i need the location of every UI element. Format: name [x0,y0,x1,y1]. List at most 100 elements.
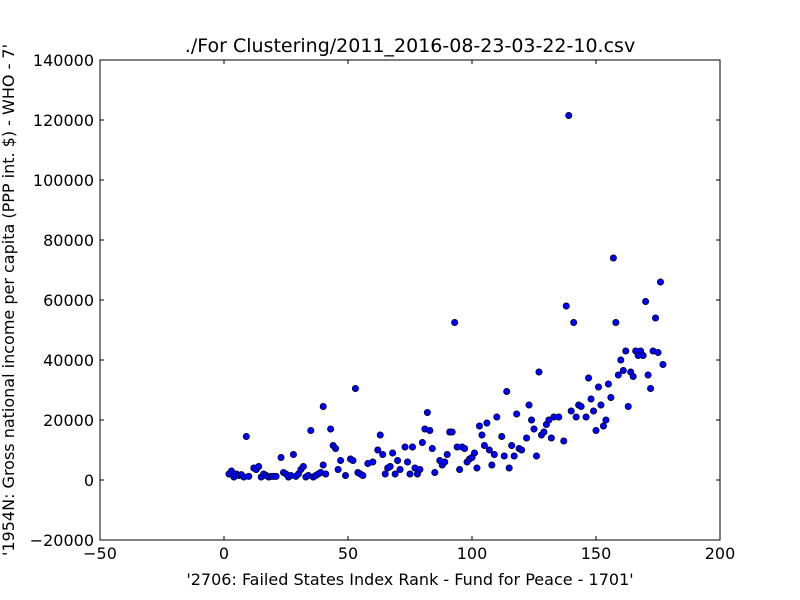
data-point [431,468,439,476]
x-tick-label: 100 [457,544,488,563]
data-point [374,446,382,454]
data-point [394,456,402,464]
data-point [334,465,342,473]
data-point [590,407,598,415]
plot-frame [99,59,721,541]
data-point [609,254,617,262]
x-tick-label: 150 [581,544,612,563]
y-tick-label: 120000 [33,111,94,130]
data-point [451,318,459,326]
data-point [577,402,585,410]
data-point [612,318,620,326]
data-point [418,438,426,446]
chart-title: ./For Clustering/2011_2016-08-23-03-22-1… [185,35,635,57]
y-tick-label: 20000 [43,411,94,430]
data-point [473,464,481,472]
data-point [423,408,431,416]
data-point [647,384,655,392]
data-point [570,318,578,326]
data-point [532,452,540,460]
data-point [456,465,464,473]
data-point [639,351,647,359]
data-point [488,461,496,469]
data-point [629,372,637,380]
data-point [483,419,491,427]
data-point [493,413,501,421]
data-point [381,470,389,478]
data-point [337,456,345,464]
data-point [426,426,434,434]
data-point [592,426,600,434]
y-tick-label: 140000 [33,51,94,70]
data-point [513,410,521,418]
y-tick-label: −20000 [30,531,94,550]
data-point [525,401,533,409]
x-tick-label: 50 [338,544,358,563]
data-point [428,444,436,452]
x-axis-title: '2706: Failed States Index Rank - Fund f… [186,570,633,589]
data-point [359,471,367,479]
data-point [585,374,593,382]
data-point [528,416,536,424]
data-point [242,432,250,440]
data-point [594,383,602,391]
data-point [416,465,424,473]
data-point [349,456,357,464]
data-point [540,428,548,436]
data-point [351,384,359,392]
data-point [518,446,526,454]
data-point [505,464,513,472]
data-point [342,471,350,479]
data-point [299,462,307,470]
data-point [277,453,285,461]
data-point [369,458,377,466]
data-point [565,112,573,120]
data-point [319,402,327,410]
data-point [644,371,652,379]
data-point [404,458,412,466]
data-point [555,413,563,421]
data-point [604,380,612,388]
data-point [475,422,483,430]
data-point [508,441,516,449]
data-point [255,462,263,470]
data-point [470,449,478,457]
data-point [461,444,469,452]
data-point [562,302,570,310]
x-tick-label: 0 [219,544,229,563]
data-point [547,434,555,442]
x-tick-label: 200 [705,544,736,563]
data-point [599,422,607,430]
data-point [572,413,580,421]
data-point [659,360,667,368]
data-point [617,356,625,364]
data-point [622,347,630,355]
data-point [597,401,605,409]
data-point [443,450,451,458]
y-tick-label: 0 [84,471,94,490]
plot-area [100,60,720,540]
data-point [408,443,416,451]
data-point [619,366,627,374]
data-point [272,472,280,480]
data-point [245,472,253,480]
data-point [490,450,498,458]
data-point [652,314,660,322]
y-axis-title: '1954N: Gross national income per capita… [0,44,18,556]
data-point [567,407,575,415]
data-point [389,449,397,457]
data-point [510,452,518,460]
data-point [322,470,330,478]
data-point [607,393,615,401]
data-point [307,426,315,434]
data-point [530,425,538,433]
data-point [332,444,340,452]
y-tick-label: 40000 [43,351,94,370]
data-point [386,462,394,470]
data-point [642,297,650,305]
y-tick-label: 100000 [33,171,94,190]
data-point [441,458,449,466]
data-point [498,432,506,440]
data-point [503,387,511,395]
